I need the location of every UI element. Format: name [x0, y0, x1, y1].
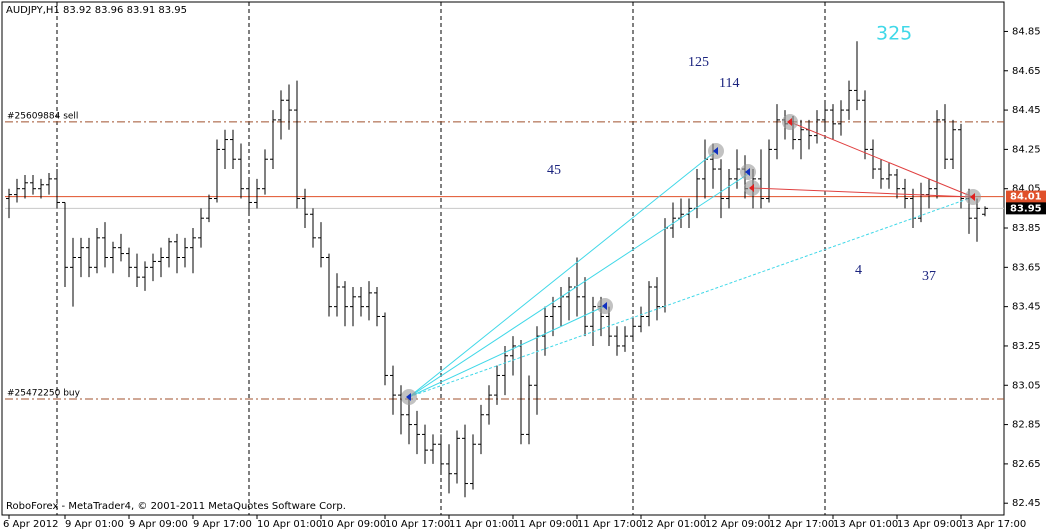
price-label: 84.01	[1010, 192, 1042, 203]
sell-arrow	[749, 184, 754, 192]
y-tick-label: 83.05	[1012, 380, 1041, 391]
y-tick-label: 83.25	[1012, 341, 1041, 352]
x-tick-label: 11 Apr 17:00	[577, 519, 642, 530]
day-separators	[56, 2, 826, 515]
order-label: #25472250 buy	[7, 389, 81, 399]
y-tick-label: 83.85	[1012, 223, 1041, 234]
x-tick-label: 11 Apr 01:00	[449, 519, 514, 530]
x-tick-label: 12 Apr 09:00	[705, 519, 770, 530]
x-tick-label: 9 Apr 17:00	[193, 519, 252, 530]
chart-title: AUDJPY,H1 83.92 83.96 83.91 83.95	[6, 5, 187, 16]
trade-line	[408, 173, 749, 398]
x-tick-label: 10 Apr 09:00	[321, 519, 386, 530]
y-tick-label: 82.85	[1012, 420, 1041, 431]
trade-line	[751, 187, 974, 198]
price-box	[1006, 190, 1046, 203]
x-tick-label: 12 Apr 01:00	[641, 519, 706, 530]
buy-arrow	[406, 393, 411, 401]
x-tick-label: 9 Apr 01:00	[65, 519, 124, 530]
price-lines	[5, 121, 1004, 400]
y-tick-label: 84.05	[1012, 184, 1041, 195]
x-tick-label: 13 Apr 01:00	[833, 519, 898, 530]
footer: RoboForex - MetaTrader4, © 2001-2011 Met…	[6, 501, 346, 512]
annotation: 114	[719, 76, 739, 91]
trade-line	[408, 150, 717, 398]
price-box	[1006, 202, 1046, 215]
x-tick-label: 10 Apr 01:00	[257, 519, 322, 530]
x-tick-label: 10 Apr 17:00	[385, 519, 450, 530]
y-tick-label: 84.65	[1012, 66, 1041, 77]
sell-arrow	[970, 193, 975, 201]
x-tick-label: 13 Apr 09:00	[897, 519, 962, 530]
buy-arrow	[745, 168, 750, 176]
annotation: 125	[688, 55, 709, 70]
y-tick-label: 84.85	[1012, 26, 1041, 37]
plot-frame	[1, 1, 1005, 516]
x-tick-label: 12 Apr 17:00	[769, 519, 834, 530]
annotation: 325	[876, 23, 912, 45]
y-tick-label: 84.45	[1012, 105, 1041, 116]
buy-arrow	[602, 302, 607, 310]
trade-arrows	[401, 114, 981, 405]
bars	[6, 41, 988, 498]
trade-line	[789, 121, 974, 198]
annotation: 4	[855, 263, 862, 278]
trade-line	[408, 305, 606, 398]
x-tick-label: 13 Apr 17:00	[961, 519, 1026, 530]
y-tick-label: 83.45	[1012, 302, 1041, 313]
x-tick-label: 6 Apr 2012	[3, 519, 58, 530]
price-label: 83.95	[1010, 203, 1042, 214]
y-tick-label: 82.45	[1012, 498, 1041, 509]
x-tick-label: 9 Apr 09:00	[129, 519, 188, 530]
order-label: #25609884 sell	[7, 111, 78, 121]
buy-arrow	[713, 147, 718, 155]
sell-arrow	[787, 118, 792, 126]
annotation: 37	[922, 269, 936, 284]
y-tick-label: 84.25	[1012, 144, 1041, 155]
y-tick-label: 82.65	[1012, 459, 1041, 470]
y-tick-label: 83.65	[1012, 262, 1041, 273]
annotation: 45	[547, 163, 561, 178]
x-tick-label: 11 Apr 09:00	[513, 519, 578, 530]
